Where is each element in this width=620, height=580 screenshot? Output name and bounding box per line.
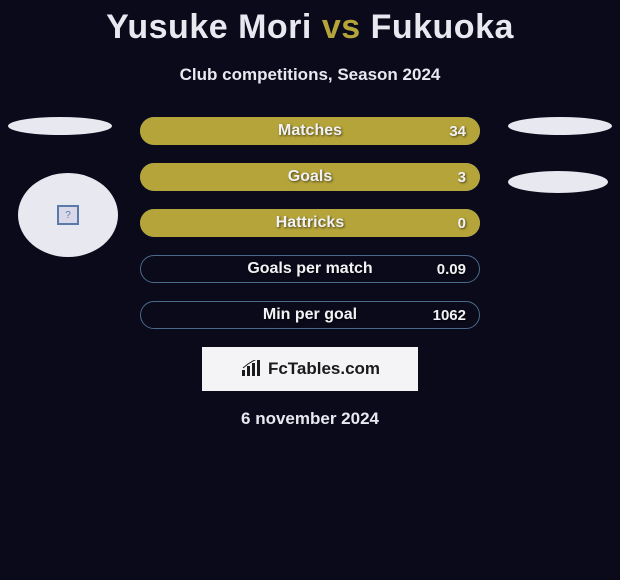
stat-bar-goals-per-match: Goals per match 0.09 [140,255,480,283]
avatar-placeholder-icon: ? [57,205,79,225]
page-title: Yusuke Mori vs Fukuoka [0,0,620,47]
brand-text: FcTables.com [268,359,380,379]
bar-label: Hattricks [140,214,480,232]
bar-value: 0.09 [437,261,466,278]
stat-bars: Matches 34 Goals 3 Hattricks 0 Goals per… [140,117,480,329]
bar-label: Goals per match [140,260,480,278]
bar-label: Goals [140,168,480,186]
brand-box: FcTables.com [202,347,418,391]
bar-value: 34 [449,123,466,140]
stat-bar-min-per-goal: Min per goal 1062 [140,301,480,329]
decor-ellipse [508,117,612,135]
bar-label: Matches [140,122,480,140]
title-vs: vs [322,8,361,46]
content-area: ? Matches 34 Goals 3 Hattricks 0 Goals [0,117,620,429]
bar-value: 1062 [433,307,466,324]
bar-value: 3 [458,169,466,186]
left-decor-column: ? [8,117,118,257]
stat-bar-goals: Goals 3 [140,163,480,191]
bar-label: Min per goal [140,306,480,324]
decor-ellipse [508,171,608,193]
bar-value: 0 [458,215,466,232]
date-text: 6 november 2024 [0,409,620,429]
subtitle: Club competitions, Season 2024 [0,65,620,85]
brand-chart-icon [240,360,262,378]
stat-bar-hattricks: Hattricks 0 [140,209,480,237]
stat-bar-matches: Matches 34 [140,117,480,145]
avatar-frame: ? [18,173,118,257]
title-player: Yusuke Mori [106,8,312,46]
decor-ellipse [8,117,112,135]
title-opponent: Fukuoka [371,8,514,46]
right-decor-column [508,117,612,193]
